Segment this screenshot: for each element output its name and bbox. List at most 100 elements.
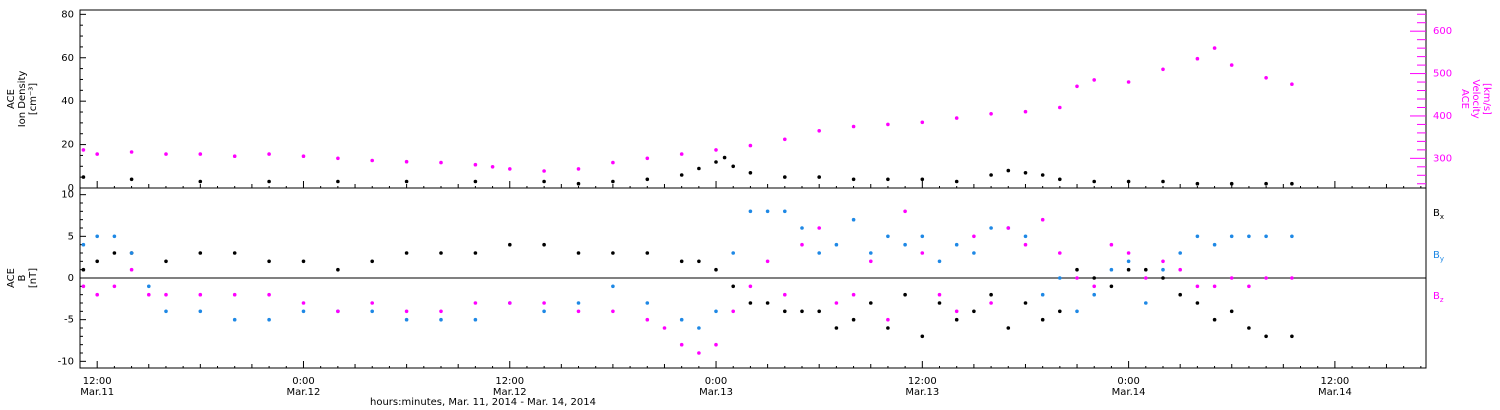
density-point — [989, 173, 993, 177]
velocity-point — [954, 116, 959, 120]
time-tick-label: 12:00 — [908, 376, 937, 387]
bx-point — [1178, 292, 1182, 297]
bx-point — [989, 292, 993, 297]
by-point — [267, 317, 271, 322]
field-axis-ticks: -10 -5 0 5 10 — [58, 190, 86, 367]
density-point — [954, 179, 959, 184]
bz-point — [1006, 226, 1011, 230]
density-point — [81, 175, 86, 179]
density-point — [198, 179, 203, 184]
bx-point — [404, 251, 409, 255]
bx-point — [697, 259, 701, 264]
density-point — [722, 155, 727, 160]
bz-point — [508, 301, 512, 305]
bz-point — [336, 309, 340, 314]
bz-point — [869, 259, 873, 264]
density-point — [404, 179, 409, 184]
by-point — [1075, 309, 1079, 314]
bz-point — [370, 301, 375, 305]
density-tick-label: 60 — [61, 53, 74, 64]
time-axis: 12:00Mar.110:00Mar.1212:00Mar.120:00Mar.… — [80, 181, 1422, 398]
bz-point — [1290, 276, 1294, 280]
bz-point — [937, 292, 942, 297]
time-tick-label: 0:00 — [1117, 376, 1139, 387]
density-point — [645, 177, 650, 182]
by-point — [95, 234, 99, 239]
bx-point — [765, 301, 770, 305]
bx-point — [1006, 326, 1011, 330]
bx-point — [370, 259, 375, 264]
bx-point — [508, 242, 512, 247]
bx-point — [542, 242, 546, 247]
by-point — [198, 309, 203, 314]
bx-point — [869, 301, 873, 305]
bx-point — [748, 301, 753, 305]
density-point — [336, 179, 340, 184]
field-tick-label: 5 — [68, 231, 74, 242]
bx-point — [1126, 267, 1131, 272]
by-point — [1058, 276, 1062, 280]
by-point — [989, 226, 993, 230]
bx-point — [198, 251, 203, 255]
by-point — [129, 251, 134, 255]
density-point — [1092, 179, 1096, 184]
by-point — [1092, 292, 1096, 297]
density-tick-label: 20 — [61, 140, 74, 151]
date-tick-label: Mar.13 — [699, 387, 733, 398]
bx-point — [1040, 317, 1045, 322]
bx-point — [851, 317, 856, 322]
bx-point — [1229, 309, 1234, 314]
time-tick-label: 12:00 — [1320, 376, 1349, 387]
density-point — [920, 177, 925, 182]
velocity-point — [1264, 76, 1268, 80]
bx-point — [164, 259, 168, 264]
density-label-line3: [cm⁻³] — [28, 83, 39, 115]
velocity-point — [1058, 105, 1062, 110]
by-point — [1290, 234, 1294, 239]
bx-point — [1195, 301, 1200, 305]
bz-point — [1195, 284, 1200, 289]
bz-point — [851, 292, 856, 297]
bx-point — [783, 309, 787, 314]
bz-point — [1040, 217, 1045, 222]
bx-point — [439, 251, 443, 255]
by-point — [869, 251, 873, 255]
density-tick-label: 0 — [68, 183, 74, 194]
field-label-line1: ACE — [6, 268, 17, 288]
top-panel-frame — [79, 9, 1427, 189]
velocity-axis-ticks: 300 400 500 600 — [1410, 13, 1452, 185]
bz-point — [198, 292, 203, 297]
bz-point — [783, 292, 787, 297]
by-point — [1126, 259, 1131, 264]
bz-point — [1161, 259, 1165, 264]
bx-point — [817, 309, 821, 314]
by-point — [697, 326, 701, 330]
by-point — [1247, 234, 1251, 239]
by-point — [611, 284, 615, 289]
velocity-point — [1092, 78, 1096, 82]
by-point — [1040, 292, 1045, 297]
by-point — [1229, 234, 1234, 239]
bx-point — [1247, 326, 1251, 330]
by-point — [473, 317, 478, 322]
velocity-point — [267, 152, 271, 156]
velocity-point — [817, 129, 821, 133]
bz-point — [81, 284, 86, 289]
bx-point — [611, 251, 615, 255]
bz-point — [147, 292, 151, 297]
bx-point — [473, 251, 478, 255]
bx-point — [800, 309, 804, 314]
by-point — [1264, 234, 1268, 239]
bz-point — [1075, 276, 1079, 280]
by-point — [972, 251, 976, 255]
bz-point — [1144, 276, 1148, 280]
density-point — [783, 175, 787, 179]
bz-point — [1058, 251, 1062, 255]
velocity-point — [1212, 46, 1217, 50]
bz-point — [972, 234, 976, 239]
legend-subscript: z — [1440, 296, 1444, 304]
velocity-point — [1075, 84, 1079, 89]
velocity-point — [370, 158, 375, 163]
